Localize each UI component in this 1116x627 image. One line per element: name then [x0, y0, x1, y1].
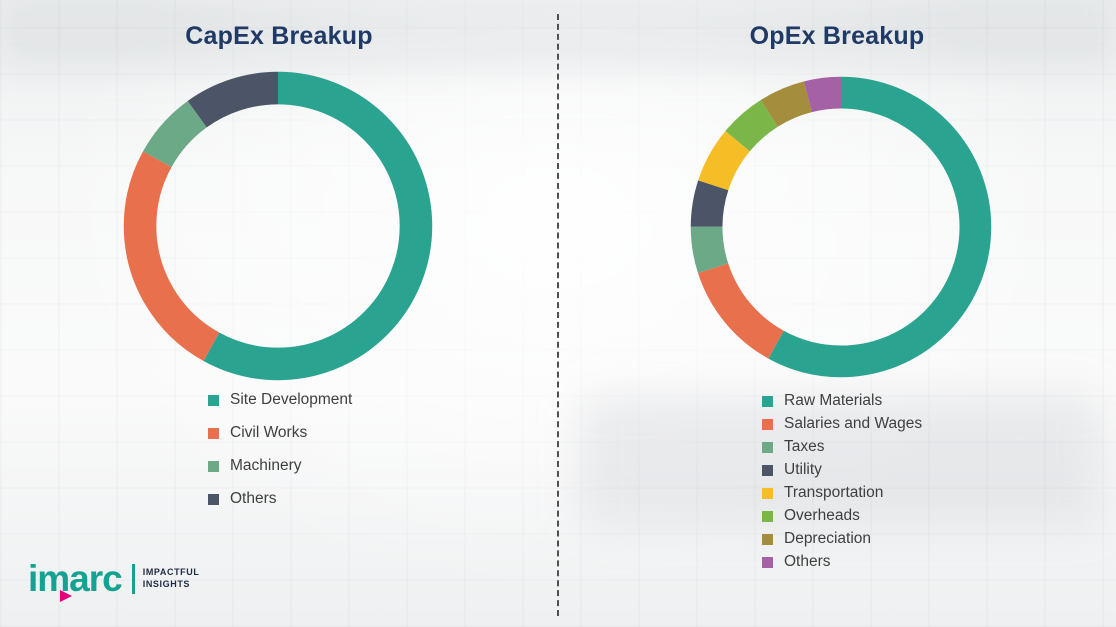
- opex-legend: Raw Materials Salaries and Wages Taxes Util…: [762, 392, 922, 576]
- legend-label: Overheads: [784, 507, 860, 524]
- legend-color-swatch: [762, 533, 773, 545]
- legend-item: Depreciation: [762, 530, 922, 548]
- legend-color-swatch: [762, 510, 773, 522]
- legend-item: Overheads: [762, 507, 922, 525]
- legend-item: Machinery: [208, 457, 352, 475]
- legend-color-swatch: [762, 395, 773, 407]
- legend-label: Machinery: [230, 457, 302, 474]
- legend-item: Others: [762, 553, 922, 571]
- legend-label: Others: [784, 553, 831, 570]
- opex-chart-title: OpEx Breakup: [749, 22, 925, 50]
- legend-color-swatch: [762, 418, 773, 430]
- imarc-tagline-line1: IMPACTFUL: [142, 566, 200, 577]
- opex-donut-svg: [690, 76, 992, 378]
- legend-item: Transportation: [762, 484, 922, 502]
- legend-color-swatch: [762, 441, 773, 453]
- imarc-logo: imarc IMPACTFUL INSIGHTS: [28, 558, 200, 602]
- legend-label: Others: [230, 490, 277, 507]
- legend-color-swatch: [762, 464, 773, 476]
- legend-item: Raw Materials: [762, 392, 922, 410]
- capex-chart-panel: CapEx Breakup Site Development Civil Work…: [123, 22, 433, 523]
- legend-item: Salaries and Wages: [762, 415, 922, 433]
- capex-chart-title: CapEx Breakup: [185, 22, 373, 50]
- imarc-tagline-line2: INSIGHTS: [142, 578, 191, 589]
- imarc-logo-triangle: [60, 590, 72, 602]
- vertical-dashed-divider: [557, 14, 559, 616]
- legend-item: Others: [208, 490, 352, 508]
- capex-legend: Site Development Civil Works Machinery Othe…: [208, 391, 352, 523]
- legend-color-swatch: [762, 556, 773, 568]
- legend-color-swatch: [208, 394, 219, 406]
- imarc-logo-tagline: IMPACTFUL INSIGHTS: [143, 567, 200, 590]
- legend-label: Transportation: [784, 484, 884, 501]
- legend-item: Utility: [762, 461, 922, 479]
- legend-label: Raw Materials: [784, 392, 883, 409]
- legend-label: Utility: [784, 461, 822, 478]
- imarc-logo-word: imarc: [28, 558, 123, 602]
- legend-color-swatch: [208, 460, 219, 472]
- legend-label: Site Development: [230, 391, 353, 408]
- opex-chart-panel: OpEx Breakup Raw Materials Salaries and W…: [558, 0, 1116, 627]
- legend-color-swatch: [208, 493, 219, 505]
- capex-donut-svg: [123, 71, 433, 381]
- donut-segment-others: [123, 71, 433, 381]
- legend-item: Site Development: [208, 391, 352, 409]
- legend-label: Salaries and Wages: [784, 415, 923, 432]
- capex-donut-chart: [123, 71, 433, 381]
- legend-item: Civil Works: [208, 424, 352, 442]
- opex-donut-chart: [690, 76, 992, 378]
- legend-label: Taxes: [784, 438, 825, 455]
- imarc-logo-divider: [131, 563, 135, 594]
- legend-color-swatch: [208, 427, 219, 439]
- legend-label: Depreciation: [784, 530, 872, 547]
- legend-color-swatch: [762, 487, 773, 499]
- donut-segment-taxes: [690, 76, 992, 378]
- donut-segment-civil-works: [123, 71, 433, 381]
- imarc-logo-text: imarc: [28, 558, 123, 599]
- donut-segment-others: [690, 76, 992, 378]
- legend-label: Civil Works: [230, 424, 308, 441]
- legend-item: Taxes: [762, 438, 922, 456]
